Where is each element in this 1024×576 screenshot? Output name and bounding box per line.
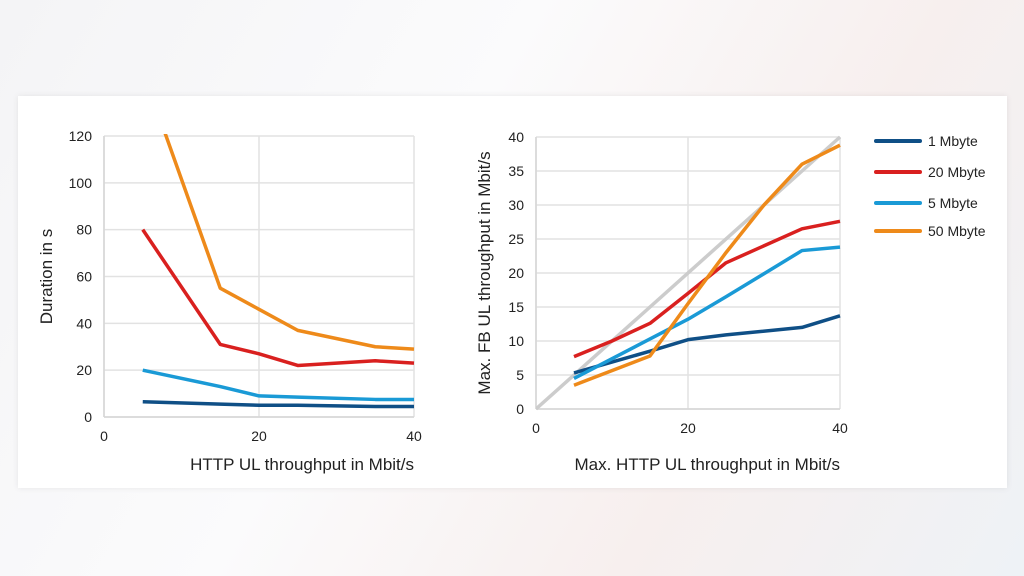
y-tick-label: 15 (508, 299, 524, 315)
legend-item: 20 Mbyte (874, 164, 986, 180)
series-line-1-mbyte (573, 314, 841, 375)
x-tick-label: 20 (680, 420, 696, 436)
y-tick-label: 0 (84, 409, 92, 425)
y-axis-label: Duration in s (37, 229, 56, 324)
series-line-5-mbyte (573, 245, 841, 380)
legend-item: 5 Mbyte (874, 195, 978, 211)
legend-label: 20 Mbyte (928, 164, 986, 180)
y-tick-label: 40 (508, 129, 524, 145)
x-tick-label: 0 (100, 428, 108, 444)
y-tick-label: 0 (516, 401, 524, 417)
series-line-1-mbyte (142, 400, 414, 409)
y-tick-label: 40 (76, 315, 92, 331)
series-line-5-mbyte (142, 368, 414, 402)
y-tick-label: 80 (76, 222, 92, 238)
y-tick-label: 120 (69, 128, 93, 144)
y-tick-label: 35 (508, 163, 524, 179)
series-line-20-mbyte (141, 228, 415, 368)
series-line-50-mbyte (573, 143, 841, 387)
y-axis-label: Max. FB UL throughput in Mbit/s (475, 151, 494, 394)
legend: 1 Mbyte 20 Mbyte 5 Mbyte 50 Mbyte (874, 133, 986, 239)
x-axis-label: Max. HTTP UL throughput in Mbit/s (575, 455, 841, 474)
y-tick-label: 20 (76, 362, 92, 378)
legend-label: 5 Mbyte (928, 195, 978, 211)
legend-label: 1 Mbyte (928, 133, 978, 149)
y-tick-label: 5 (516, 367, 524, 383)
legend-item: 50 Mbyte (874, 223, 986, 239)
legend-item: 1 Mbyte (874, 133, 978, 149)
reference-diagonal-line (536, 135, 842, 411)
legend-label: 50 Mbyte (928, 223, 986, 239)
x-axis-label: HTTP UL throughput in Mbit/s (190, 455, 414, 474)
y-tick-label: 10 (508, 333, 524, 349)
y-tick-label: 20 (508, 265, 524, 281)
series-line-50-mbyte (163, 134, 415, 351)
y-tick-label: 25 (508, 231, 524, 247)
x-tick-label: 20 (251, 428, 267, 444)
plot-area (536, 135, 842, 411)
x-tick-label: 40 (406, 428, 422, 444)
x-tick-label: 0 (532, 420, 540, 436)
plot-area (141, 134, 415, 409)
y-tick-label: 100 (69, 175, 93, 191)
x-tick-label: 40 (832, 420, 848, 436)
chart-1: 0 20 40 60 80 100 120 0 20 40 Duration in s HTTP UL… (37, 128, 422, 474)
y-tick-label: 30 (508, 197, 524, 213)
y-tick-label: 60 (76, 269, 92, 285)
chart-2: 0 5 10 15 20 25 30 35 40 0 20 40 Max. FB UL throughp… (475, 129, 986, 474)
series-line-20-mbyte (573, 219, 841, 359)
